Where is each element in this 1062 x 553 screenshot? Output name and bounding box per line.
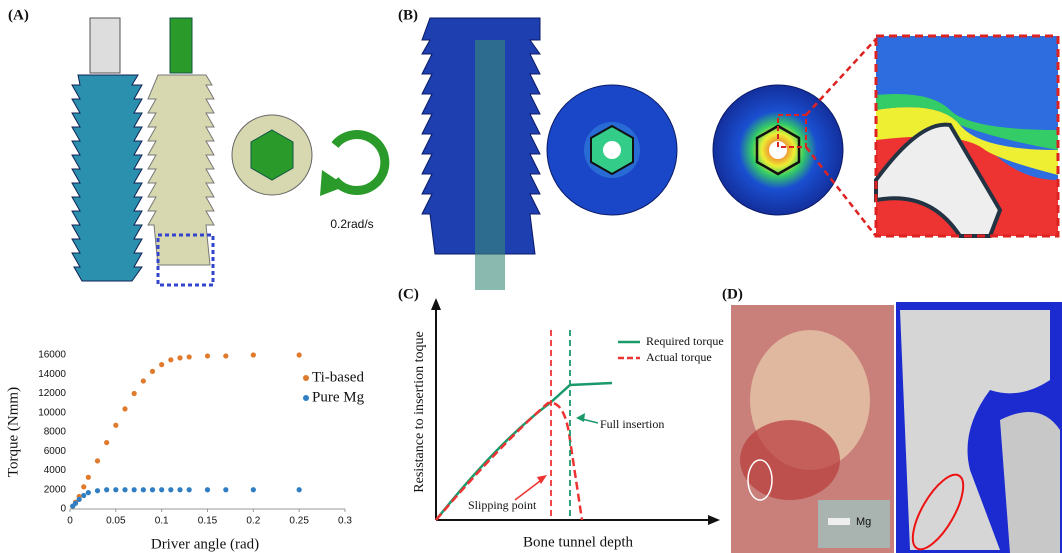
point (205, 487, 210, 492)
screw-mesh (72, 18, 142, 281)
point (113, 423, 118, 428)
point (150, 369, 155, 374)
point (132, 391, 137, 396)
point (95, 458, 100, 463)
x-tick-label: 0 (67, 516, 73, 527)
point (113, 487, 118, 492)
point (86, 475, 91, 480)
point (177, 487, 182, 492)
point (187, 487, 192, 492)
point (297, 487, 302, 492)
point (168, 357, 173, 362)
y-axis-label: Resistance to insertion toque (412, 331, 427, 492)
point (141, 378, 146, 383)
y-tick-label: 8000 (44, 427, 67, 438)
point (81, 484, 86, 489)
point (95, 488, 100, 493)
screw-model (148, 18, 214, 285)
point (122, 406, 127, 411)
panel-label: (D) (722, 286, 743, 302)
x-axis-label: Driver angle (rad) (151, 536, 259, 552)
schematic (431, 298, 720, 525)
x-tick-label: 0.05 (106, 516, 126, 527)
panel-label: (C) (398, 286, 419, 302)
point (77, 497, 82, 502)
legend-marker (303, 395, 309, 401)
y-tick-label: 6000 (44, 446, 67, 457)
point (168, 487, 173, 492)
torque-chart: Driver angle (rad) Torque (Nmm) 0 2000 400… (5, 350, 364, 553)
point (223, 487, 228, 492)
point (81, 493, 86, 498)
implant-label: Mg (856, 516, 871, 528)
panel-label: (B) (398, 7, 418, 23)
point (141, 487, 146, 492)
panel-label: (A) (8, 7, 29, 23)
y-tick-label: 12000 (38, 388, 66, 399)
point (251, 487, 256, 492)
legend-label: Ti-based (312, 369, 364, 385)
point (159, 487, 164, 492)
y-tick-label: 16000 (38, 350, 66, 361)
annotation: Full insertion (600, 417, 664, 431)
figure: (A) 0.2rad/s (B) (0, 0, 1062, 553)
zoom-view (876, 36, 1058, 236)
point (223, 353, 228, 358)
legend-label: Required torque (646, 334, 724, 348)
y-tick-label: 10000 (38, 407, 66, 418)
screw-section (422, 18, 540, 290)
legend-marker (303, 375, 309, 381)
y-tick-label: 2000 (44, 484, 67, 495)
point (205, 353, 210, 358)
x-tick-label: 0.2 (246, 516, 260, 527)
point (86, 490, 91, 495)
legend-label: Actual torque (646, 350, 712, 364)
point (159, 362, 164, 367)
y-tick-label: 4000 (44, 465, 67, 476)
point (122, 487, 127, 492)
x-tick-label: 0.25 (289, 516, 309, 527)
rotation-rate: 0.2rad/s (330, 217, 373, 231)
annotation: Slipping point (468, 498, 537, 512)
point (104, 487, 109, 492)
point (251, 352, 256, 357)
x-tick-label: 0.3 (338, 516, 352, 527)
point (73, 501, 78, 506)
point (187, 354, 192, 359)
ct-image (896, 302, 1062, 553)
point (132, 487, 137, 492)
x-tick-label: 0.15 (198, 516, 218, 527)
y-tick-label: 14000 (38, 369, 66, 380)
x-tick-label: 0.1 (155, 516, 169, 527)
screw-head (232, 115, 385, 196)
point (177, 355, 182, 360)
point (297, 352, 302, 357)
point (104, 440, 109, 445)
y-axis-label: Torque (Nmm) (5, 387, 21, 477)
x-axis-label: Bone tunnel depth (523, 534, 633, 550)
fem-contour (547, 40, 875, 235)
point (150, 487, 155, 492)
legend-label: Pure Mg (312, 389, 365, 405)
y-tick-label: 0 (60, 504, 66, 515)
